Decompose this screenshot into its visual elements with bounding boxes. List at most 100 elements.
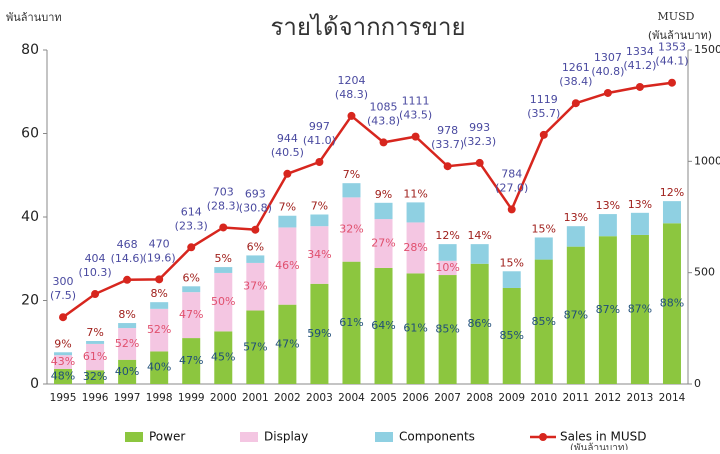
sales-label: 993 <box>469 121 490 134</box>
bar-segment <box>278 227 297 305</box>
sales-label: 470 <box>149 237 170 250</box>
bar-segment <box>150 308 169 352</box>
share-label: 37% <box>243 280 267 293</box>
share-label: 85% <box>499 329 523 342</box>
sales-label: 1307 <box>594 51 622 64</box>
sales-label: 300 <box>53 275 74 288</box>
share-label: 43% <box>51 355 75 368</box>
y-axis-title: พันล้านบาท <box>6 11 62 24</box>
bar-segment <box>278 215 297 228</box>
share-label: 61% <box>339 316 363 329</box>
legend-swatch <box>125 432 143 442</box>
y-tick-label: 20 <box>21 293 39 309</box>
baht-label: (27.0) <box>495 181 528 194</box>
bar-segment <box>150 351 169 384</box>
baht-label: (48.3) <box>335 88 368 101</box>
baht-label: (40.5) <box>271 146 304 159</box>
bar-segment <box>534 237 553 260</box>
share-label: 14% <box>467 229 491 242</box>
sales-point <box>283 169 292 178</box>
share-label: 7% <box>86 326 103 339</box>
baht-label: (38.4) <box>559 75 592 88</box>
baht-label: (32.3) <box>463 135 496 148</box>
share-label: 6% <box>247 240 264 253</box>
bar-segment <box>406 222 425 274</box>
share-label: 52% <box>147 323 171 336</box>
share-label: 5% <box>215 252 232 265</box>
sales-label: 614 <box>181 205 202 218</box>
sales-point <box>603 88 612 97</box>
sales-label: 703 <box>213 185 234 198</box>
bar-segment <box>662 201 681 224</box>
y-tick-label: 80 <box>21 42 39 58</box>
bar-segment <box>182 338 201 384</box>
share-label: 13% <box>564 211 588 224</box>
y2-axis-title: MUSD <box>658 10 695 23</box>
bar-segment <box>214 331 233 384</box>
sales-point <box>91 290 100 299</box>
sales-point <box>379 138 388 147</box>
y2-tick-label: 1000 <box>694 154 720 167</box>
bar-segment <box>310 226 329 284</box>
baht-label: (30.8) <box>239 202 272 215</box>
sales-line <box>62 81 673 319</box>
share-label: 12% <box>660 186 684 199</box>
bar-segment <box>438 260 457 276</box>
sales-label: 1204 <box>337 74 365 87</box>
bar-segment <box>470 263 489 384</box>
bar-segment <box>438 275 457 384</box>
sales-point <box>315 158 324 167</box>
x-tick-label: 1997 <box>114 392 141 404</box>
bar-segment <box>86 370 105 384</box>
share-label: 9% <box>375 188 392 201</box>
bar-segment <box>150 302 169 309</box>
legend-swatch <box>240 432 258 442</box>
bar-segment <box>118 359 137 384</box>
sales-point <box>411 132 420 141</box>
sales-point <box>443 162 452 171</box>
baht-label: (28.3) <box>207 199 240 212</box>
share-label: 47% <box>179 354 203 367</box>
bar-segment <box>566 226 585 247</box>
legend-label: Power <box>149 430 185 444</box>
share-label: 9% <box>54 337 71 350</box>
x-tick-label: 2005 <box>370 392 397 404</box>
x-tick-label: 1995 <box>50 392 77 404</box>
y2-tick-label: 1500 <box>694 43 720 56</box>
sales-label: 978 <box>437 124 458 137</box>
y-tick-label: 0 <box>30 376 39 392</box>
x-tick-label: 2000 <box>210 392 237 404</box>
share-label: 61% <box>403 322 427 335</box>
legend-label: Components <box>399 430 475 444</box>
bar-segment <box>342 261 361 384</box>
baht-label: (41.0) <box>303 134 336 147</box>
share-label: 86% <box>467 317 491 330</box>
sales-label: 693 <box>245 188 266 201</box>
share-label: 15% <box>499 256 523 269</box>
baht-label: (41.2) <box>623 59 656 72</box>
bar-segment <box>310 214 329 227</box>
y2-axis-subtitle: (พันล้านบาท) <box>648 29 712 42</box>
x-tick-label: 2007 <box>434 392 461 404</box>
bar-segment <box>374 202 393 220</box>
share-label: 40% <box>115 365 139 378</box>
baht-label: (23.3) <box>175 219 208 232</box>
bar-segment <box>374 219 393 268</box>
share-label: 45% <box>211 351 235 364</box>
bar-segment <box>118 323 137 329</box>
bar-segment <box>54 352 73 356</box>
bar-segment <box>86 343 105 371</box>
bar-segment <box>246 310 265 384</box>
x-tick-label: 1999 <box>178 392 205 404</box>
bar-segment <box>310 283 329 384</box>
share-label: 15% <box>532 222 556 235</box>
x-tick-label: 2004 <box>338 392 365 404</box>
share-label: 8% <box>118 308 135 321</box>
y2-tick-label: 500 <box>694 266 715 279</box>
baht-label: (10.3) <box>79 266 112 279</box>
legend-point <box>539 433 547 441</box>
share-label: 32% <box>83 370 107 383</box>
bar-segment <box>502 287 521 384</box>
share-label: 7% <box>343 168 360 181</box>
